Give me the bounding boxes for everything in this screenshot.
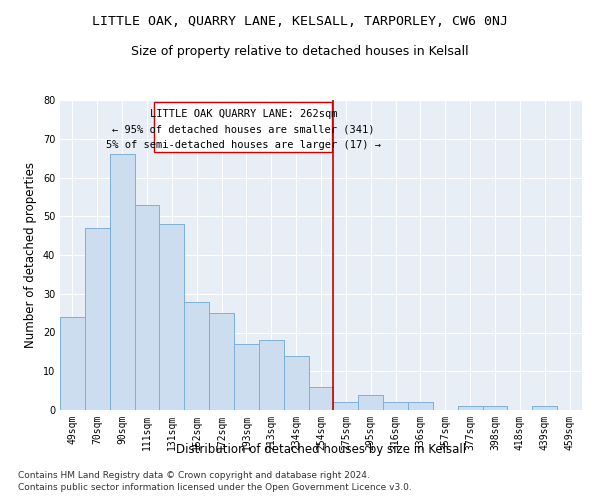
- Bar: [383, 402, 408, 410]
- Bar: [60, 317, 85, 410]
- Bar: [532, 406, 557, 410]
- Bar: [458, 406, 482, 410]
- Text: Contains HM Land Registry data © Crown copyright and database right 2024.: Contains HM Land Registry data © Crown c…: [18, 471, 370, 480]
- Bar: [482, 406, 508, 410]
- Bar: [334, 402, 358, 410]
- Text: Size of property relative to detached houses in Kelsall: Size of property relative to detached ho…: [131, 45, 469, 58]
- Text: LITTLE OAK, QUARRY LANE, KELSALL, TARPORLEY, CW6 0NJ: LITTLE OAK, QUARRY LANE, KELSALL, TARPOR…: [92, 15, 508, 28]
- Text: LITTLE OAK QUARRY LANE: 262sqm: LITTLE OAK QUARRY LANE: 262sqm: [149, 109, 337, 119]
- Text: 5% of semi-detached houses are larger (17) →: 5% of semi-detached houses are larger (1…: [106, 140, 381, 150]
- Bar: [408, 402, 433, 410]
- Bar: [134, 204, 160, 410]
- Bar: [259, 340, 284, 410]
- Text: Distribution of detached houses by size in Kelsall: Distribution of detached houses by size …: [176, 442, 466, 456]
- Bar: [284, 356, 308, 410]
- Bar: [209, 313, 234, 410]
- Bar: [160, 224, 184, 410]
- Bar: [110, 154, 134, 410]
- Text: ← 95% of detached houses are smaller (341): ← 95% of detached houses are smaller (34…: [112, 124, 374, 134]
- Bar: [358, 394, 383, 410]
- Bar: [85, 228, 110, 410]
- Text: Contains public sector information licensed under the Open Government Licence v3: Contains public sector information licen…: [18, 484, 412, 492]
- FancyBboxPatch shape: [154, 102, 332, 152]
- Bar: [184, 302, 209, 410]
- Y-axis label: Number of detached properties: Number of detached properties: [24, 162, 37, 348]
- Bar: [308, 387, 334, 410]
- Bar: [234, 344, 259, 410]
